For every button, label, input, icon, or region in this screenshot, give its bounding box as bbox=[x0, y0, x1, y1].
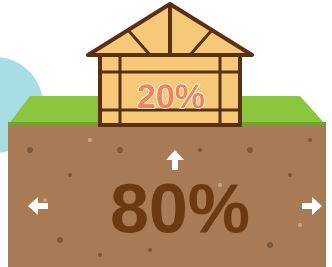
ground-label: 80% bbox=[110, 169, 250, 247]
house-label: 20% bbox=[137, 78, 205, 116]
illustration: 20% 80% bbox=[0, 0, 332, 267]
page: 20% 80% (() => { const data = JSON.parse… bbox=[0, 0, 332, 267]
